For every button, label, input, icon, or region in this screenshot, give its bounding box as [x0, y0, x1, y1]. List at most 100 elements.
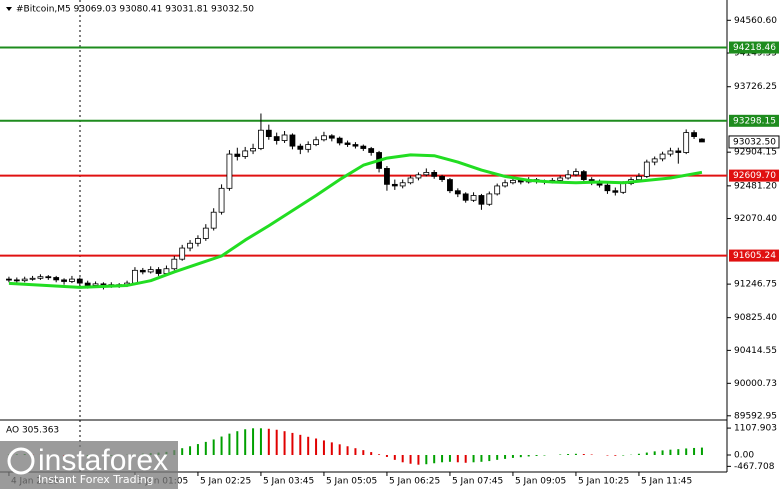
y-tick-label: 89592.95 — [734, 411, 777, 421]
candle-body — [21, 278, 28, 282]
candle-body — [210, 211, 217, 229]
candle-body — [289, 134, 296, 147]
watermark: instaforex Instant Forex Trading — [0, 441, 178, 489]
current-price-bg — [728, 135, 780, 149]
watermark-tagline: Instant Forex Trading — [38, 473, 154, 486]
y-tick-label: 92481.20 — [734, 181, 777, 191]
candle-body — [53, 277, 60, 281]
candle-body — [447, 179, 453, 192]
candle-body — [336, 137, 343, 144]
candle-body — [620, 183, 627, 193]
moving-average — [8, 153, 703, 289]
candle-body — [612, 190, 619, 193]
candle-body — [643, 161, 650, 177]
candle-body — [328, 135, 335, 139]
x-tick-label: 5 Jan 05:05 — [326, 477, 377, 487]
x-tick-label: 5 Jan 07:45 — [452, 477, 503, 487]
plot: 94560.6094149.5593726.2592904.1592481.20… — [0, 16, 780, 487]
candle-body — [431, 172, 438, 177]
candle-body — [139, 269, 146, 273]
menu-arrow[interactable] — [6, 7, 12, 11]
candle-body — [61, 279, 67, 282]
candle-body — [155, 269, 162, 274]
candle-body — [218, 187, 225, 213]
candle-body — [45, 276, 52, 279]
candle-body — [195, 238, 201, 244]
level-label: 93298.15 — [733, 116, 776, 126]
candle-body — [360, 145, 367, 149]
candle-body — [557, 177, 564, 181]
x-tick-label: 5 Jan 09:05 — [515, 477, 566, 487]
candle-body — [407, 177, 414, 184]
watermark-logo — [7, 447, 35, 475]
candle-body — [13, 279, 20, 282]
ao-tick-label: 1107.903 — [734, 424, 777, 434]
candle-body — [132, 269, 138, 284]
current-price-label: 93032.50 — [733, 137, 776, 147]
candle-body — [265, 129, 272, 137]
candle-body — [478, 195, 485, 205]
candle-body — [565, 174, 571, 179]
candle-body — [29, 277, 36, 280]
candle-body — [242, 150, 249, 157]
y-tick-label: 92070.40 — [734, 214, 777, 224]
y-tick-label: 94560.60 — [734, 16, 777, 26]
candle-body — [691, 132, 697, 137]
x-tick-label: 5 Jan 10:25 — [578, 477, 629, 487]
level-label: 92609.70 — [733, 171, 776, 181]
level-label: 91605.24 — [733, 251, 776, 261]
candle-body — [470, 195, 477, 201]
candle-body — [384, 168, 390, 185]
candle-body — [510, 179, 516, 184]
candle-body — [651, 158, 658, 163]
candle-body — [281, 134, 288, 141]
candle-body — [675, 150, 682, 153]
candle-body — [273, 136, 280, 141]
candle-body — [636, 175, 642, 180]
y-tick-label: 90825.40 — [734, 313, 777, 323]
candle-body — [171, 258, 178, 270]
candle-body — [494, 185, 501, 195]
candle-body — [604, 184, 611, 192]
candle-body — [321, 135, 327, 141]
x-tick-label: 5 Jan 06:25 — [389, 477, 440, 487]
candle-body — [415, 174, 422, 179]
candle-body — [344, 142, 351, 145]
candle-body — [179, 247, 186, 260]
indicator-title: AO 305.363 — [6, 426, 59, 436]
y-tick-label: 90414.55 — [734, 346, 777, 356]
x-tick-label: 5 Jan 03:45 — [263, 477, 314, 487]
candle-body — [580, 171, 587, 180]
candle-body — [352, 144, 359, 147]
candle-body — [699, 138, 705, 143]
watermark-bg — [0, 441, 178, 489]
candle-body — [399, 182, 406, 187]
candle-body — [462, 193, 469, 201]
candle-body — [683, 132, 690, 153]
candle-body — [69, 278, 75, 282]
candle-body — [486, 193, 493, 205]
candle-body — [37, 276, 44, 279]
y-tick-label: 92904.15 — [734, 148, 777, 158]
y-tick-label: 93726.25 — [734, 82, 777, 92]
y-tick-label: 90000.73 — [734, 379, 777, 389]
candle-body — [6, 278, 12, 281]
level-label-bg — [729, 249, 779, 262]
candle-body — [439, 175, 445, 180]
candle-body — [187, 242, 193, 249]
candle-body — [297, 145, 304, 150]
candle-body — [667, 150, 674, 155]
x-tick-label: 5 Jan 02:25 — [200, 477, 251, 487]
candle-body — [76, 278, 83, 284]
y-tick-label: 91246.75 — [734, 280, 777, 290]
candle-body — [234, 153, 241, 157]
candle-body — [84, 282, 91, 286]
ao-tick-label: 0.00 — [734, 451, 754, 461]
candle-body — [391, 183, 398, 187]
level-label-bg — [729, 114, 779, 127]
candle-body — [659, 153, 666, 160]
watermark-brand: instaforex — [38, 444, 168, 477]
candle-body — [258, 129, 264, 149]
